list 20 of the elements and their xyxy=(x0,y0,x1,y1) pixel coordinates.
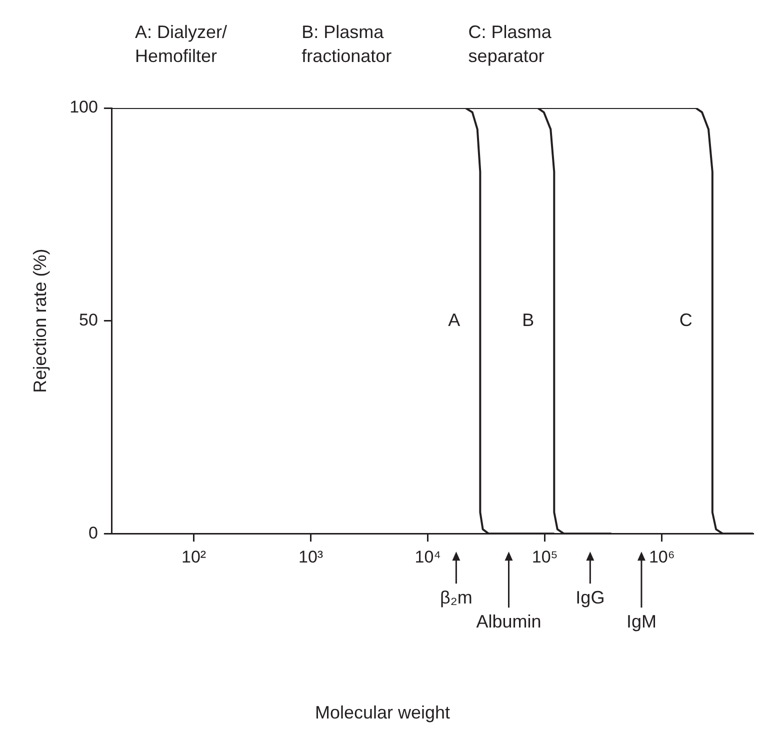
text: A: Dialyzer/ Hemofilter xyxy=(134,22,227,66)
series-label: C xyxy=(679,310,692,330)
y-axis-title: Rejection rate (%) xyxy=(30,248,50,393)
text: IgG xyxy=(576,588,605,608)
x-tick-label: 10² xyxy=(181,547,206,566)
text: Albumin xyxy=(476,612,542,632)
x-tick-label: 10⁵ xyxy=(532,547,558,566)
y-tick-label: 50 xyxy=(79,310,98,330)
text: IgM xyxy=(626,612,656,632)
y-tick-label: 0 xyxy=(88,523,98,542)
text: C: Plasma separator xyxy=(468,22,552,66)
x-tick-label: 10⁴ xyxy=(414,547,441,566)
x-tick-label: 10³ xyxy=(298,547,324,566)
text: B: Plasma fractionator xyxy=(302,22,392,66)
x-tick-label: 10⁶ xyxy=(648,547,675,566)
text: β₂m xyxy=(440,588,472,608)
series-label: A xyxy=(448,310,460,330)
text: Molecular weight xyxy=(314,702,450,723)
series-label: B xyxy=(522,310,534,330)
y-tick-label: 100 xyxy=(70,98,98,117)
